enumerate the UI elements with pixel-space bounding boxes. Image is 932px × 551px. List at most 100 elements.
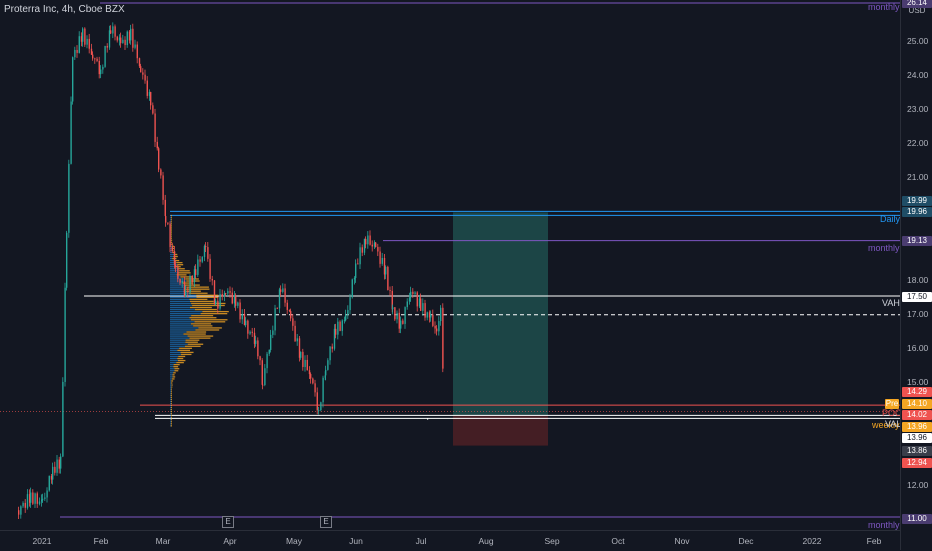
candle-body (142, 72, 144, 75)
volume-profile-bar (170, 384, 172, 386)
volume-profile-bar (170, 308, 195, 311)
candle-body (94, 58, 96, 60)
volume-profile-bar (170, 410, 172, 413)
volume-profile-bar (171, 233, 172, 235)
volume-profile-bar (176, 361, 184, 364)
volume-profile-bar (170, 392, 171, 394)
candle-body (70, 101, 72, 164)
candle-body (381, 257, 383, 264)
candle-body (116, 36, 118, 41)
weekly-label: weekly (872, 420, 900, 430)
volume-profile-bar (184, 288, 210, 290)
time-tick: 2022 (802, 536, 822, 546)
volume-profile-bar (177, 268, 185, 270)
target-zone (453, 212, 548, 415)
price-tag-c: 14.02 (902, 410, 932, 420)
candle-body (213, 280, 216, 305)
volume-profile-bar (170, 253, 174, 256)
candle-body (442, 307, 444, 369)
volume-profile-bar (170, 376, 173, 378)
candle-body (18, 510, 20, 515)
candle-body (268, 349, 270, 354)
candle-body (102, 66, 104, 70)
candle-body (237, 302, 239, 306)
candle-body (430, 314, 432, 318)
volume-profile-bar (170, 272, 178, 274)
candle-body (152, 105, 154, 114)
candle-body (207, 247, 209, 259)
price-tick: 12.00 (907, 480, 929, 490)
time-axis[interactable]: 2021 Feb Mar Apr May Jun Jul Aug Sep Oct… (0, 530, 900, 551)
volume-profile-bar (171, 415, 172, 417)
candle-body (345, 314, 347, 321)
candle-body (272, 330, 274, 335)
volume-profile-bar (190, 323, 212, 325)
volume-profile-bar (170, 353, 181, 356)
candle-body (294, 325, 296, 342)
candle-body (165, 216, 167, 223)
candle-body (189, 276, 191, 293)
candle-body (247, 320, 249, 334)
candle-body (302, 351, 304, 368)
candle-body (162, 175, 164, 200)
candle-body (408, 297, 411, 302)
volume-profile-bar (170, 404, 172, 407)
candle-body (357, 263, 359, 265)
price-axis[interactable]: USD 25.00 24.00 23.00 22.00 21.00 18.00 … (885, 0, 932, 550)
candle-body (312, 378, 314, 384)
volume-profile-bar (174, 368, 180, 370)
candle-body (440, 307, 442, 322)
candle-body (284, 288, 286, 303)
volume-profile-bar (170, 306, 190, 309)
earnings-marker[interactable]: E (222, 516, 234, 528)
time-tick: Sep (544, 536, 560, 546)
time-tick: 2021 (32, 536, 52, 546)
volume-profile-bar (172, 247, 175, 250)
volume-profile-bar (170, 245, 172, 247)
volume-profile-bar (170, 406, 171, 409)
volume-profile-bar (170, 421, 172, 423)
chart-area[interactable]: Proterra Inc, 4h, Cboe BZX monthly Daily… (0, 0, 900, 530)
candle-body (52, 466, 54, 480)
volume-profile-bar (170, 288, 185, 290)
volume-profile-bar (170, 217, 172, 219)
candle-body (29, 494, 31, 503)
price-tag-daily-a: 19.99 (902, 196, 932, 206)
pre-badge: Pre (885, 399, 899, 409)
volume-profile-bar (172, 374, 175, 376)
volume-profile-bar (194, 308, 217, 311)
candlestick-chart[interactable] (0, 0, 900, 530)
small-marker (427, 418, 429, 420)
candle-body (88, 38, 90, 49)
earnings-marker[interactable]: E (320, 516, 332, 528)
volume-profile-bar (171, 382, 173, 384)
candle-body (78, 36, 80, 53)
volume-profile-bar (170, 417, 172, 419)
candle-body (44, 497, 46, 499)
candle-body (371, 244, 373, 247)
volume-profile-bar (170, 229, 172, 231)
candle-body (58, 459, 60, 469)
volume-profile-bar (170, 390, 172, 392)
candle-body (223, 293, 226, 297)
volume-profile-bar (170, 321, 195, 323)
volume-profile-bar (170, 249, 172, 252)
candle-body (255, 340, 257, 344)
price-tag-e: 13.96 (902, 433, 932, 443)
candle-body (249, 331, 251, 334)
volume-profile-bar (170, 296, 197, 298)
candle-body (193, 269, 196, 283)
candle-body (126, 31, 128, 46)
time-tick: Nov (674, 536, 690, 546)
volume-profile-bar (185, 339, 200, 341)
symbol-title: Proterra Inc, 4h, Cboe BZX (4, 4, 125, 15)
volume-profile-bar (171, 380, 174, 382)
candle-body (195, 269, 197, 275)
volume-profile-bar (170, 408, 172, 411)
candle-body (171, 247, 173, 252)
candle-body (34, 493, 36, 504)
volume-profile-bar (170, 398, 172, 400)
candle-body (26, 494, 29, 508)
candle-body (185, 290, 187, 297)
volume-profile-bar (172, 376, 176, 378)
